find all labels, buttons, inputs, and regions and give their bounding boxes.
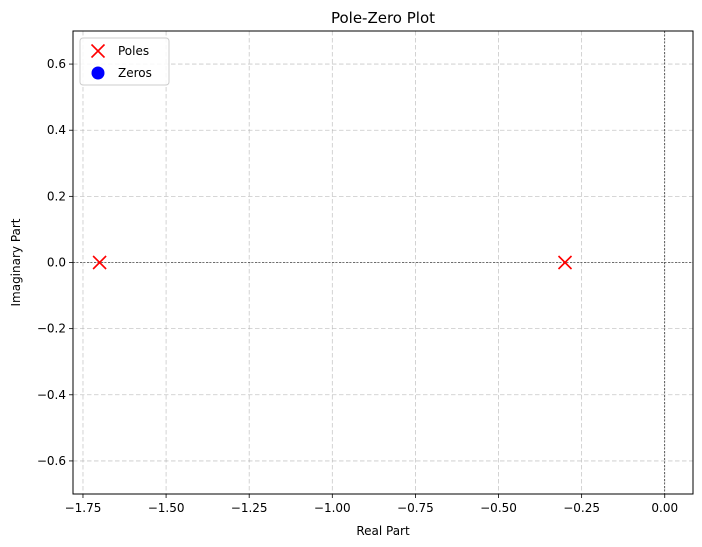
y-tick-label: −0.6 bbox=[37, 454, 66, 468]
legend-zeros-icon bbox=[91, 66, 105, 80]
x-tick-label: −1.75 bbox=[65, 501, 102, 515]
data-marks bbox=[92, 255, 573, 270]
x-tick-label: 0.00 bbox=[651, 501, 678, 515]
y-tick-label: 0.2 bbox=[47, 189, 66, 203]
reference-lines bbox=[73, 31, 693, 494]
x-axis-title: Real Part bbox=[356, 524, 410, 538]
x-tick-label: −0.75 bbox=[397, 501, 434, 515]
legend-label: Zeros bbox=[118, 66, 152, 80]
y-tick-label: −0.2 bbox=[37, 322, 66, 336]
x-tick-label: −0.50 bbox=[480, 501, 517, 515]
legend: Poles Zeros bbox=[79, 37, 170, 86]
y-axis-title: Imaginary Part bbox=[9, 218, 23, 306]
y-tick-label: 0.4 bbox=[47, 123, 66, 137]
x-tick-label: −1.25 bbox=[231, 501, 268, 515]
y-axis-ticks: −0.6 −0.4 −0.2 0.0 0.2 0.4 0.6 bbox=[37, 57, 73, 468]
x-tick-label: −0.25 bbox=[563, 501, 600, 515]
pole-marker bbox=[92, 255, 107, 270]
x-tick-label: −1.50 bbox=[148, 501, 185, 515]
chart-title: Pole-Zero Plot bbox=[331, 9, 435, 27]
y-tick-label: 0.0 bbox=[47, 256, 66, 270]
y-tick-label: 0.6 bbox=[47, 57, 66, 71]
pole-marker bbox=[557, 255, 573, 270]
x-axis-ticks: −1.75 −1.50 −1.25 −1.00 −0.75 −0.50 −0.25 0.00 bbox=[65, 494, 678, 515]
legend-poles-icon bbox=[90, 43, 106, 59]
x-tick-label: −1.00 bbox=[314, 501, 351, 515]
y-tick-label: −0.4 bbox=[37, 388, 66, 402]
legend-label: Poles bbox=[118, 44, 149, 58]
